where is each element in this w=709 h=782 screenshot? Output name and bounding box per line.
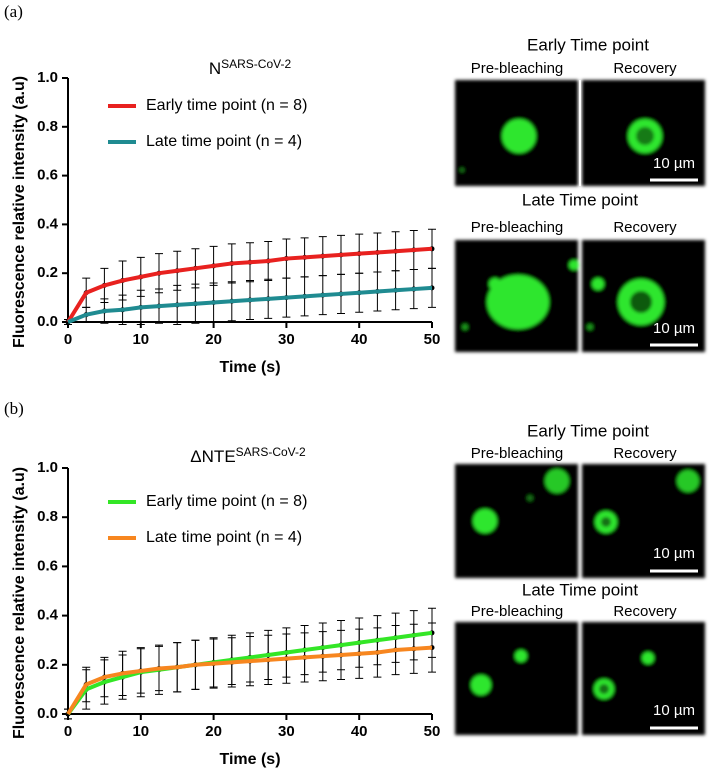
image-title: Early Time point: [527, 35, 649, 54]
x-tick-label: 10: [132, 723, 149, 740]
chart-title-superscript: SARS-CoV-2: [236, 445, 306, 459]
chart-title: NSARS-CoV-2: [209, 57, 292, 78]
y-tick-label: 1.0: [37, 69, 58, 86]
y-tick-label: 0.2: [37, 656, 58, 673]
fit-line: [66, 645, 433, 716]
x-tick-label: 0: [64, 331, 72, 348]
micrograph: [582, 464, 705, 578]
panel-label: (b): [4, 399, 24, 418]
micrograph: [455, 80, 578, 186]
x-tick-label: 30: [278, 723, 295, 740]
scale-label: 10 µm: [653, 702, 695, 719]
image-title: Late Time point: [522, 580, 639, 599]
chart-title-superscript: SARS-CoV-2: [221, 57, 291, 71]
chart-title-main: N: [209, 59, 221, 78]
panel-label: (a): [4, 2, 23, 21]
image-label: Pre-bleaching: [471, 445, 564, 462]
micrograph: [455, 464, 578, 578]
fit-line: [67, 285, 433, 324]
image-label: Pre-bleaching: [471, 603, 564, 620]
x-tick-label: 50: [424, 723, 441, 740]
legend-label: Early time point (n = 8): [146, 493, 307, 510]
x-tick-label: 20: [205, 331, 222, 348]
y-tick-label: 0.8: [37, 118, 58, 135]
image-label: Pre-bleaching: [471, 60, 564, 77]
micrograph: [582, 622, 705, 735]
legend-label: Late time point (n = 4): [146, 133, 302, 150]
scale-label: 10 µm: [653, 545, 695, 562]
image-label: Recovery: [613, 219, 677, 236]
chart-title: ΔNTESARS-CoV-2: [190, 445, 306, 466]
micrograph: [455, 622, 578, 735]
image-label: Recovery: [613, 445, 677, 462]
x-tick-label: 40: [351, 331, 368, 348]
y-tick-label: 0.6: [37, 557, 58, 574]
x-axis-title: Time (s): [219, 359, 280, 376]
image-label: Pre-bleaching: [471, 219, 564, 236]
y-tick-label: 0.4: [37, 607, 59, 624]
scale-label: 10 µm: [653, 155, 695, 172]
image-title: Late Time point: [522, 190, 639, 209]
image-label: Recovery: [613, 60, 677, 77]
micrograph: [455, 240, 579, 352]
x-tick-label: 50: [424, 331, 441, 348]
x-axis-title: Time (s): [219, 751, 280, 768]
x-tick-label: 40: [351, 723, 368, 740]
y-tick-label: 0.0: [37, 313, 58, 330]
y-tick-label: 0.0: [37, 705, 58, 722]
legend-label: Late time point (n = 4): [146, 529, 302, 546]
legend-label: Early time point (n = 8): [146, 97, 307, 114]
fit-line: [66, 246, 433, 324]
y-tick-label: 0.4: [37, 215, 59, 232]
micrograph: [582, 80, 705, 186]
y-tick-label: 0.8: [37, 508, 58, 525]
fit-line: [66, 630, 433, 716]
y-tick-label: 1.0: [37, 459, 58, 476]
y-axis-title: Fluorescence relative intensity (a.u): [11, 76, 28, 348]
image-label: Recovery: [613, 603, 677, 620]
image-title: Early Time point: [527, 421, 649, 440]
x-tick-label: 10: [132, 331, 149, 348]
chart-title-main: ΔNTE: [190, 447, 235, 466]
y-tick-label: 0.2: [37, 264, 58, 281]
y-tick-label: 0.6: [37, 167, 58, 184]
scale-label: 10 µm: [653, 320, 695, 337]
x-tick-label: 0: [64, 723, 72, 740]
y-axis-title: Fluorescence relative intensity (a.u): [11, 467, 28, 739]
micrograph: [582, 240, 705, 352]
x-tick-label: 20: [205, 723, 222, 740]
x-tick-label: 30: [278, 331, 295, 348]
